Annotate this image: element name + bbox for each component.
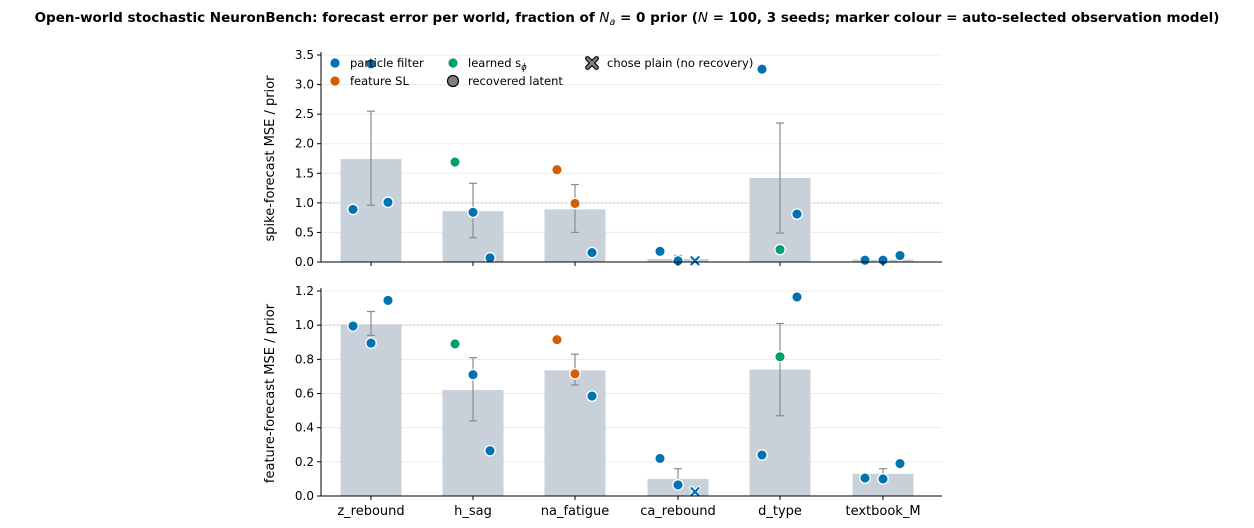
- seed-point-particle-filter: [365, 58, 377, 70]
- legend-marker: [329, 75, 341, 87]
- seed-point-learned-s: [774, 243, 786, 256]
- seed-point-particle-filter: [672, 479, 684, 491]
- legend-x-fill: [586, 57, 598, 69]
- x-tick-label-d_type: d_type: [758, 504, 802, 519]
- legend-label-text: feature SL: [350, 74, 409, 88]
- seed-point-particle-filter: [382, 196, 394, 209]
- legend-label-text: recovered latent: [468, 74, 563, 88]
- seed-point-plain-x: [689, 486, 701, 498]
- figure-title: Open-world stochastic NeuronBench: forec…: [35, 10, 1220, 28]
- seed-point-particle-filter: [347, 203, 359, 216]
- legend-label-text: learned s: [468, 56, 521, 70]
- seed-point-feature-sl: [569, 368, 581, 380]
- title-n-symbol: N: [698, 10, 708, 26]
- y-tick-label: 0.4: [295, 421, 314, 435]
- seed-point-learned-s: [449, 338, 461, 350]
- y-tick-label: 1.0: [295, 196, 314, 210]
- legend-item-learned-s: learned sϕ: [447, 56, 527, 73]
- bar-na_fatigue: [544, 370, 606, 496]
- x-tick-label-textbook_M: textbook_M: [845, 504, 920, 519]
- seed-point-particle-filter: [654, 452, 666, 465]
- seed-point-particle-filter: [467, 368, 479, 381]
- legend-item-plain: chose plain (no recovery): [585, 56, 753, 70]
- error-bar-z_rebound: [367, 110, 375, 206]
- seed-point-feature-sl: [551, 163, 563, 176]
- x-tick-label-h_sag: h_sag: [454, 504, 492, 519]
- y-tick-label: 0.5: [295, 225, 314, 239]
- y-tick-label: 2.0: [295, 137, 314, 151]
- error-bar-h_sag: [469, 357, 477, 422]
- seed-point-plain-x: [689, 255, 701, 267]
- seed-point-particle-filter: [859, 472, 871, 484]
- x-mark-stroke: [690, 256, 700, 266]
- legend-item-feature-sl: feature SL: [329, 74, 409, 88]
- legend-label: chose plain (no recovery): [607, 56, 753, 70]
- seed-point-particle-filter: [791, 208, 803, 220]
- seed-point-feature-sl: [551, 333, 563, 346]
- y-tick-label: 0.6: [295, 387, 314, 401]
- y-tick-label: 1.0: [295, 318, 314, 332]
- seed-point-learned-s: [449, 156, 461, 168]
- x-mark-stroke: [690, 487, 700, 497]
- bar-z_rebound: [340, 324, 402, 496]
- y-tick-label: 3.0: [295, 78, 314, 92]
- x-tick-label-z_rebound: z_rebound: [337, 504, 404, 519]
- y-tick-label: 0.0: [295, 255, 314, 269]
- y-tick-label: 2.5: [295, 107, 314, 121]
- seed-point-particle-filter: [877, 473, 889, 485]
- title-suffix: = 100, 3 seeds; marker colour = auto-sel…: [708, 10, 1219, 26]
- legend-label: learned sϕ: [468, 56, 527, 73]
- legend-item-recovered: recovered latent: [446, 74, 563, 88]
- seed-point-particle-filter: [791, 291, 803, 303]
- spike-forecast-panel: 0.0 0.5 1.0 1.5 2.0 2.5 3.0 3.5 spike-forecast M…: [263, 48, 942, 269]
- seed-point-particle-filter: [672, 254, 684, 267]
- y-tick-label: 0.0: [295, 489, 314, 503]
- seed-point-particle-filter: [484, 252, 496, 264]
- title-na-subscript: a: [610, 17, 616, 28]
- seed-point-particle-filter: [467, 206, 479, 219]
- legend-label-text: chose plain (no recovery): [607, 56, 753, 70]
- legend: particle filter feature SL learned sϕrecov…: [329, 56, 753, 88]
- seed-point-particle-filter: [894, 457, 906, 470]
- seed-point-particle-filter: [756, 449, 768, 461]
- x-tick-label-ca_rebound: ca_rebound: [640, 504, 716, 519]
- title-na-symbol: N: [599, 10, 609, 26]
- feature-forecast-panel: 0.0 0.2 0.4 0.6 0.8 1.0 1.2 z_rebound h_sag na_fa…: [263, 284, 942, 519]
- seed-point-particle-filter: [654, 245, 666, 258]
- error-bar-d_type: [776, 122, 784, 234]
- title-prefix: Open-world stochastic NeuronBench: forec…: [35, 10, 600, 26]
- legend-marker: [329, 57, 341, 69]
- y-tick-label: 0.8: [295, 352, 314, 366]
- y-tick-label: 0.2: [295, 455, 314, 469]
- seed-point-particle-filter: [894, 249, 906, 262]
- y-axis-label: spike-forecast MSE / prior: [263, 75, 278, 242]
- legend-label: particle filter: [350, 56, 424, 70]
- seed-point-particle-filter: [586, 246, 598, 259]
- seed-point-particle-filter: [484, 444, 496, 457]
- legend-item-particle-filter: particle filter: [329, 56, 424, 70]
- seed-point-particle-filter: [756, 63, 768, 76]
- seed-point-learned-s: [774, 350, 786, 363]
- legend-label: recovered latent: [468, 74, 563, 88]
- legend-marker: [446, 74, 460, 88]
- seed-point-particle-filter: [586, 390, 598, 402]
- y-tick-label: 1.5: [295, 166, 314, 180]
- y-axis-label: feature-forecast MSE / prior: [263, 303, 278, 483]
- error-bar-z_rebound: [367, 310, 375, 337]
- seed-point-particle-filter: [382, 294, 394, 307]
- legend-label-text: particle filter: [350, 56, 424, 70]
- legend-label: feature SL: [350, 74, 409, 88]
- error-bar-d_type: [776, 322, 784, 417]
- seed-point-particle-filter: [365, 337, 377, 349]
- legend-label-subscript: ϕ: [521, 63, 527, 73]
- legend-marker: [447, 57, 459, 69]
- x-tick-label-na_fatigue: na_fatigue: [541, 504, 609, 519]
- title-mid: = 0 prior (: [615, 10, 698, 26]
- seed-point-particle-filter: [859, 254, 871, 267]
- seed-point-particle-filter: [347, 320, 359, 332]
- y-tick-label: 1.2: [295, 284, 314, 298]
- seed-point-feature-sl: [569, 197, 581, 210]
- y-tick-label: 3.5: [295, 48, 314, 62]
